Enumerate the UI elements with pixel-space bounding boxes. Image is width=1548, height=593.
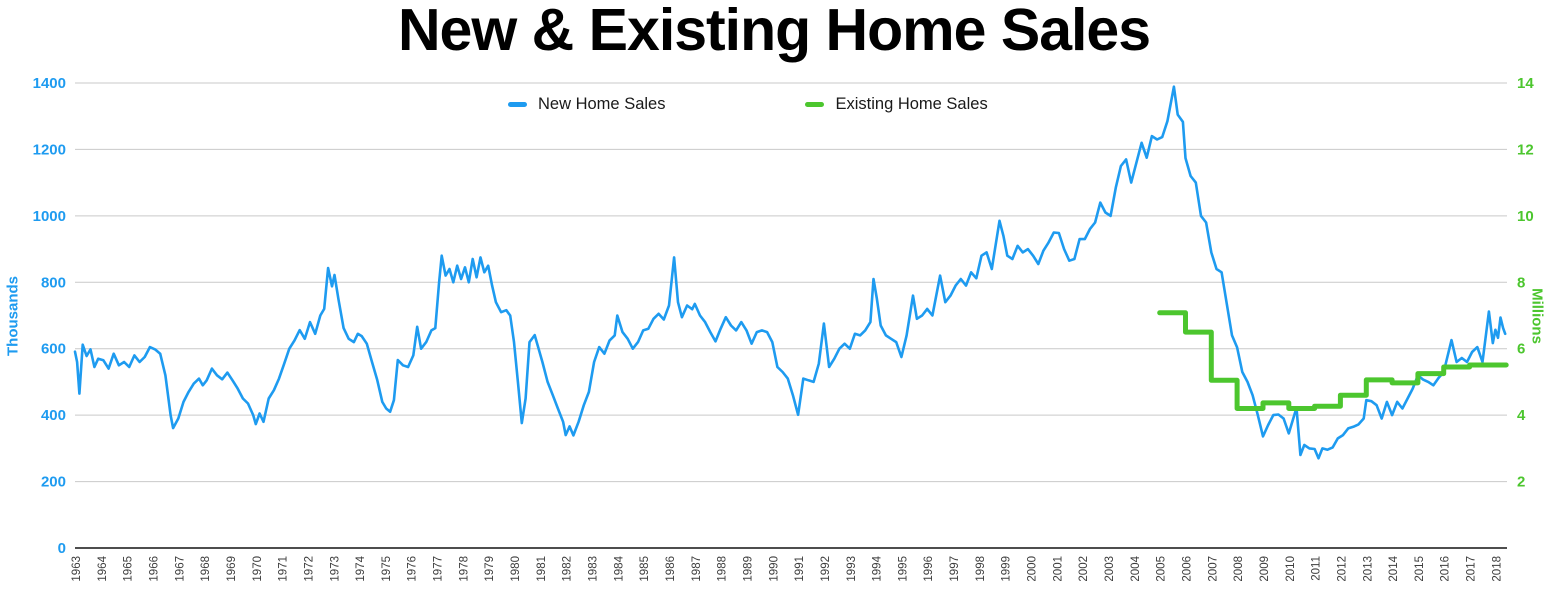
right-axis-tick-label: 2 [1517,474,1525,491]
x-axis-tick-label: 2016 [1440,556,1452,582]
x-axis-tick-label: 1982 [562,556,574,582]
x-axis-tick-label: 1971 [278,556,290,582]
x-axis-tick-label: 1988 [717,556,729,582]
x-axis-tick-label: 1983 [588,556,600,582]
x-axis-tick-label: 2007 [1207,556,1219,582]
x-axis-tick-label: 1967 [174,556,186,582]
x-axis-tick-label: 1981 [536,556,548,582]
new-home-sales-line [73,85,1507,460]
x-axis-tick-label: 2017 [1466,556,1478,582]
x-axis-tick-label: 1964 [97,555,109,581]
x-axis-tick-label: 2013 [1362,556,1374,582]
existing-home-sales-line [1157,310,1509,411]
x-axis-tick-label: 1969 [226,556,238,582]
x-axis-tick-label: 1978 [458,556,470,582]
x-axis-tick-label: 1999 [1001,556,1013,582]
x-axis-tick-label: 2014 [1388,555,1400,581]
left-axis-tick-label: 600 [41,341,66,358]
right-axis-tick-label: 14 [1517,75,1534,92]
left-axis-tick-label: 200 [41,474,66,491]
new-home-sales-swatch-icon [508,102,527,107]
x-axis-tick-label: 1998 [975,556,987,582]
x-axis-tick-label: 2000 [1027,556,1039,582]
x-axis-tick-label: 1968 [200,556,212,582]
left-axis-tick-label: 1400 [33,75,66,92]
x-axis-tick-label: 1986 [665,556,677,582]
x-axis-tick-label: 2009 [1259,556,1271,582]
x-axis-tick-label: 1992 [820,556,832,582]
x-axis-tick-label: 1965 [123,556,135,582]
x-axis-tick-label: 1975 [381,556,393,582]
x-axis-tick-label: 1991 [794,556,806,582]
x-axis-tick-label: 1994 [872,555,884,581]
x-axis-tick-label: 2018 [1491,556,1503,582]
x-axis-tick-label: 1979 [484,556,496,582]
existing-home-sales-swatch-icon [805,102,825,107]
legend-item-new-home-sales: New Home Sales [508,95,665,114]
right-axis-tick-label: 6 [1517,341,1525,358]
x-axis-tick-label: 1985 [639,556,651,582]
x-axis-tick-label: 1990 [768,556,780,582]
x-axis-tick-label: 2003 [1104,556,1116,582]
x-axis-tick-label: 1963 [71,556,83,582]
x-axis-tick-label: 2010 [1285,556,1297,582]
x-axis-tick-label: 2015 [1414,556,1426,582]
x-axis-tick-label: 1973 [329,556,341,582]
left-axis-tick-label: 800 [41,274,66,291]
right-axis-tick-label: 8 [1517,274,1525,291]
x-axis-tick-label: 1974 [355,555,367,581]
x-axis-tick-label: 2002 [1078,556,1090,582]
x-axis-tick-label: 1980 [510,556,522,582]
left-axis-tick-label: 1200 [33,141,66,158]
x-axis-tick-label: 2004 [1130,555,1142,581]
x-axis-tick-label: 1966 [148,556,160,582]
legend-label-new-home-sales: New Home Sales [538,95,666,113]
legend: New Home Sales Existing Home Sales [508,95,988,114]
right-axis-tick-label: 10 [1517,208,1534,225]
x-axis-tick-label: 1996 [923,556,935,582]
x-axis-tick-label: 2005 [1156,556,1168,582]
x-axis-tick-label: 2012 [1336,556,1348,582]
x-axis-tick-label: 1977 [433,556,445,582]
x-axis-tick-label: 1984 [613,555,625,581]
left-axis-tick-label: 0 [58,540,66,557]
right-axis-tick-label: 12 [1517,141,1534,158]
legend-label-existing-home-sales: Existing Home Sales [835,95,988,113]
x-axis-tick-label: 1997 [949,556,961,582]
left-axis-tick-label: 1000 [33,208,66,225]
x-axis-tick-label: 1970 [252,556,264,582]
x-axis-tick-label: 2011 [1311,556,1323,581]
x-axis-tick-label: 2001 [1052,556,1064,582]
right-axis-tick-label: 4 [1517,407,1526,424]
x-axis-tick-label: 1993 [846,556,858,582]
x-axis-tick-label: 2006 [1181,556,1193,582]
x-axis-tick-label: 1995 [897,556,909,582]
left-axis-tick-label: 400 [41,407,66,424]
chart-title: New & Existing Home Sales [397,0,1151,63]
x-axis-tick-label: 2008 [1233,556,1245,582]
x-axis-tick-label: 1989 [742,556,754,582]
legend-item-existing-home-sales: Existing Home Sales [805,95,988,114]
x-axis-tick-label: 1976 [407,556,419,582]
x-axis-tick-label: 1972 [303,556,315,582]
x-axis-tick-label: 1987 [691,556,703,582]
